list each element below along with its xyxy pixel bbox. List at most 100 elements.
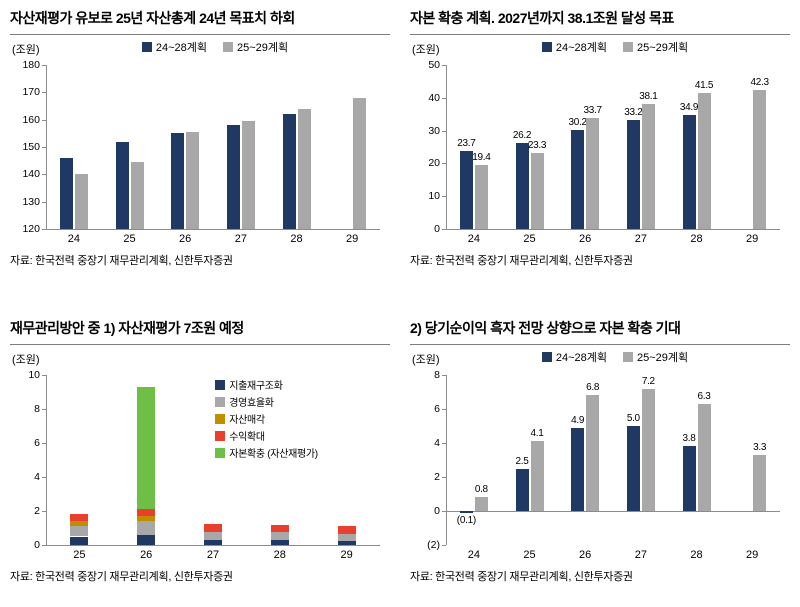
value-label: 3.3 [753, 441, 767, 453]
value-label: 26.2 [512, 130, 532, 142]
source-note: 자료: 한국전력 중장기 재무관리계획, 신한투자증권 [410, 255, 633, 267]
value-label: 5.0 [626, 413, 640, 424]
bar-segment [70, 521, 89, 527]
bar [115, 141, 129, 229]
y-tick-mark [42, 147, 46, 148]
y-tick-mark [442, 443, 446, 444]
y-tick-label: 2 [34, 505, 40, 517]
value-label: 38.1 [639, 91, 658, 103]
bar-segment [337, 533, 356, 541]
axis-unit-label: (조원) [412, 44, 440, 56]
x-tick-label: 25 [123, 233, 136, 245]
bar-segment [70, 513, 89, 522]
legend-item: 자본확충 (자산재평가) [215, 445, 318, 460]
value-label: 4.9 [571, 414, 585, 426]
x-tick-label: 27 [634, 233, 647, 245]
panel-asset-total: 자산재평가 유보로 25년 자산총계 24년 목표치 하회 (조원) 24~28계… [10, 8, 390, 278]
legend-label: 24~28계획 [555, 42, 607, 54]
legend-swatch [215, 379, 226, 390]
x-tick-label: 28 [273, 549, 286, 561]
legend-label: 25~29계획 [637, 42, 689, 54]
bar-segment [270, 532, 289, 540]
bar [641, 388, 655, 511]
x-tick-label: 24 [467, 549, 480, 561]
bar-segment [137, 386, 156, 510]
value-label: 7.2 [641, 375, 655, 387]
legend-swatch [541, 42, 552, 52]
bar [74, 174, 88, 229]
bar [297, 108, 311, 229]
y-tick-mark [442, 409, 446, 410]
legend-item: 25~29계획 [623, 39, 688, 55]
legend-swatch [223, 42, 233, 52]
y-tick-mark [42, 511, 46, 512]
bar-segment [270, 539, 289, 545]
y-tick-label: 120 [22, 223, 40, 235]
bar [586, 395, 600, 511]
y-tick-label: (2) [427, 539, 440, 551]
x-tick-label: 26 [579, 549, 592, 561]
chart-legend: 24~28계획 25~29계획 [440, 349, 790, 365]
bar-segment [137, 521, 156, 535]
value-label: 0.8 [474, 484, 488, 496]
value-label: 6.3 [697, 390, 711, 402]
bar [753, 454, 767, 511]
y-tick-label: 10 [428, 190, 440, 203]
legend-item: 지출재구조화 [215, 377, 318, 392]
bar [459, 151, 473, 229]
legend-item: 자산매각 [215, 411, 318, 426]
x-axis [46, 545, 380, 546]
x-tick-label: 25 [73, 549, 86, 561]
value-label: 2.5 [515, 455, 529, 467]
panel-revaluation: 재무관리방안 중 1) 자산재평가 7조원 예정 (조원) 지출재구조화 경영효율화… [10, 318, 390, 596]
x-tick-label: 28 [290, 233, 303, 245]
y-tick-mark [42, 443, 46, 444]
value-label: 23.7 [457, 138, 476, 150]
x-tick-label: 28 [690, 233, 703, 245]
bar-chart-capital-plan: (조원) 24~28계획 25~29계획 0 10 20 30 40 50 24 25 26 27 28 2… [410, 39, 790, 247]
y-axis [446, 375, 447, 545]
y-tick-mark [42, 65, 46, 66]
y-tick-mark [42, 545, 46, 546]
bar [474, 497, 488, 511]
x-tick-label: 26 [179, 233, 192, 245]
legend-swatch [623, 42, 633, 52]
source-note: 자료: 한국전력 중장기 재무관리계획, 신한투자증권 [10, 255, 233, 267]
legend-swatch [215, 447, 226, 458]
x-tick-label: 28 [690, 549, 703, 561]
x-tick-label: 27 [206, 549, 220, 561]
y-tick-label: 8 [34, 403, 40, 415]
value-label: 30.2 [568, 116, 588, 128]
legend-swatch [541, 352, 552, 362]
bar [171, 133, 185, 229]
bar [697, 92, 711, 229]
bar [697, 403, 711, 511]
stacked-bar-chart-revaluation: (조원) 지출재구조화 경영효율화 자산매각 수익확대 자본확충 (자산재평가) 0 2 4 6 8… [10, 349, 390, 563]
legend-item: 24~28계획 [541, 349, 607, 365]
x-tick-label: 26 [140, 549, 153, 561]
bar [515, 143, 529, 229]
value-label: 6.8 [586, 382, 600, 394]
value-label: 34.9 [679, 101, 699, 113]
y-tick-mark [442, 196, 446, 198]
y-tick-mark [42, 174, 46, 176]
y-axis [46, 65, 47, 229]
x-tick-label: 25 [523, 233, 536, 245]
bar-segment [337, 540, 356, 545]
legend-label: 경영효율화 [229, 398, 274, 409]
y-tick-mark [42, 229, 46, 230]
y-tick-mark [442, 477, 446, 478]
chart-legend: 24~28계획 25~29계획 [40, 39, 390, 55]
y-tick-mark [42, 375, 46, 376]
bar-segment [70, 526, 89, 537]
value-label: 23.3 [527, 139, 547, 151]
panel-capital-plan: 자본 확충 계획. 2027년까지 38.1조원 달성 목표 (조원) 24~28… [410, 8, 790, 278]
value-label: 33.2 [624, 107, 643, 119]
x-tick-label: 24 [67, 233, 80, 245]
legend-label: 24~28계획 [155, 42, 207, 54]
value-label: 42.3 [750, 77, 770, 89]
legend-swatch [215, 396, 226, 407]
bar-segment [137, 534, 156, 545]
bar [241, 121, 255, 229]
